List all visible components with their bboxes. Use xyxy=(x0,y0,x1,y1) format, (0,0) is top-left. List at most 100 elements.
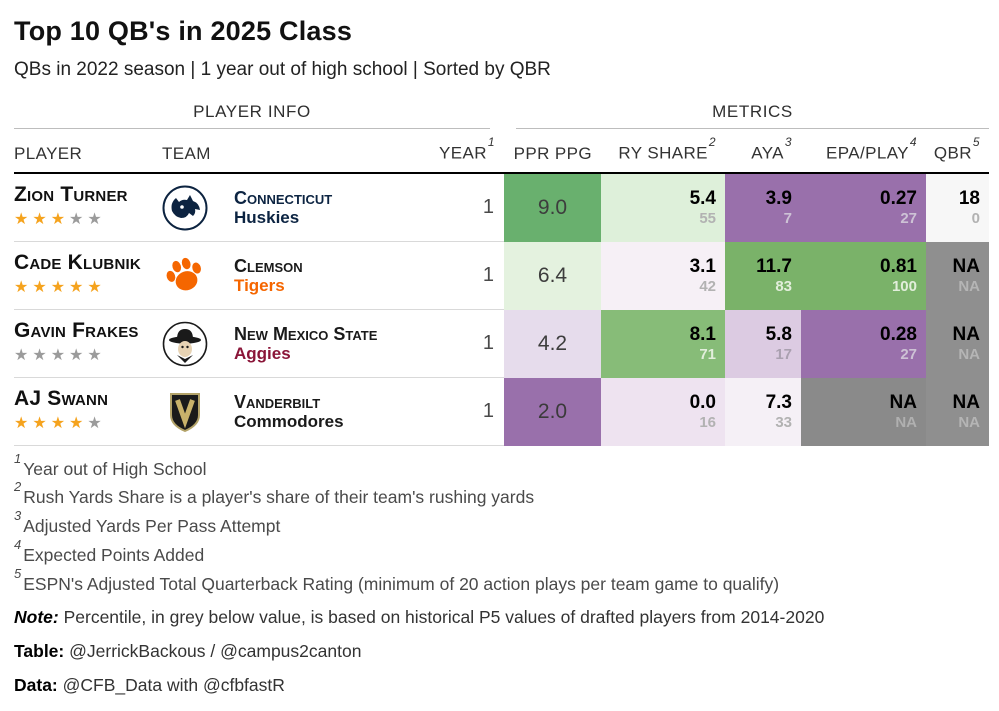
ppr-ppg-cell: 9.0 xyxy=(504,173,601,242)
team-cell: Clemson Tigers xyxy=(162,242,426,310)
qbr-footnote-marker: 5 xyxy=(972,135,980,149)
star-filled-icon: ★ xyxy=(14,414,29,432)
player-cell: Zion Turner ★ ★ ★ ★ ★ xyxy=(14,174,162,242)
year-cell: 1 xyxy=(482,196,494,219)
player-name: Gavin Frakes xyxy=(14,318,139,342)
table-credit: Table: @JerrickBackous / @campus2canton xyxy=(14,640,362,661)
column-header-epa-play: EPA/PLAY4 xyxy=(826,135,917,163)
team-name: Clemson xyxy=(234,255,303,276)
team-cell: New Mexico State Aggies xyxy=(162,310,426,378)
ry-share-cell: 0.0 16 xyxy=(601,377,725,446)
star-filled-icon: ★ xyxy=(69,414,84,432)
footnote-4: 4Expected Points Added xyxy=(14,537,205,565)
team-name: Vanderbilt xyxy=(234,391,321,412)
aya-percentile: 33 xyxy=(775,413,792,431)
player-name: AJ Swann xyxy=(14,386,109,410)
ppr-ppg-value: 2.0 xyxy=(537,399,568,423)
aya-value: 11.7 xyxy=(756,256,792,278)
star-filled-icon: ★ xyxy=(14,278,29,296)
column-header-year: YEAR1 xyxy=(439,135,495,163)
column-header-aya: AYA3 xyxy=(751,135,792,163)
aya-percentile: 83 xyxy=(775,277,792,295)
column-header-player: PLAYER xyxy=(14,143,83,163)
star-empty-icon: ★ xyxy=(69,346,84,364)
qbr-cell: NA NA xyxy=(926,377,989,446)
star-rating: ★ ★ ★ ★ ★ xyxy=(14,345,162,365)
uconn-huskies-logo-icon xyxy=(162,185,208,231)
star-empty-icon: ★ xyxy=(50,346,66,364)
epa-play-percentile: NA xyxy=(895,413,917,431)
data-credit: Data: @CFB_Data with @cfbfastR xyxy=(14,674,285,695)
footnotes-section: 1Year out of High School 2Rush Yards Sha… xyxy=(14,451,985,696)
table-row: Cade Klubnik ★ ★ ★ ★ ★ Clemson Tigers xyxy=(14,241,989,310)
aya-value: 5.8 xyxy=(765,324,792,346)
ry-share-value: 0.0 xyxy=(689,392,716,414)
column-header-qbr: QBR5 xyxy=(933,135,980,163)
year-cell: 1 xyxy=(482,332,494,355)
aya-value: 3.9 xyxy=(765,188,792,210)
star-filled-icon: ★ xyxy=(32,414,47,432)
percentile-note: Note: Percentile, in grey below value, i… xyxy=(14,606,825,627)
epa-play-percentile: 100 xyxy=(891,277,917,295)
star-filled-icon: ★ xyxy=(69,278,84,296)
epa-footnote-marker: 4 xyxy=(909,135,917,149)
star-rating: ★ ★ ★ ★ ★ xyxy=(14,413,162,433)
note-label: Note: xyxy=(14,606,59,627)
epa-play-cell: 0.81 100 xyxy=(801,241,926,310)
aya-value: 7.3 xyxy=(765,392,792,414)
clemson-tigers-paw-logo-icon xyxy=(162,253,208,299)
ry-share-percentile: 42 xyxy=(699,277,716,295)
player-name: Cade Klubnik xyxy=(14,250,141,274)
star-filled-icon: ★ xyxy=(14,210,29,228)
ry-share-value: 5.4 xyxy=(689,188,716,210)
ry-share-percentile: 16 xyxy=(699,413,716,431)
footnote-3: 3Adjusted Yards Per Pass Attempt xyxy=(14,508,281,537)
star-filled-icon: ★ xyxy=(50,278,66,296)
column-header-ry-share: RY SHARE2 xyxy=(618,135,716,163)
year-footnote-marker: 1 xyxy=(487,135,495,149)
spanner-player-info: PLAYER INFO xyxy=(14,102,490,129)
player-cell: Gavin Frakes ★ ★ ★ ★ ★ xyxy=(14,310,162,378)
player-cell: AJ Swann ★ ★ ★ ★ ★ xyxy=(14,378,162,446)
epa-play-cell: NA NA xyxy=(801,377,926,446)
aya-percentile: 7 xyxy=(783,209,792,227)
qbr-cell: 18 0 xyxy=(926,173,989,242)
ry-share-cell: 3.1 42 xyxy=(601,241,725,310)
team-text: Clemson Tigers xyxy=(234,256,303,296)
ry-share-value: 3.1 xyxy=(689,256,716,278)
qbr-percentile: NA xyxy=(958,345,980,363)
qbr-value: NA xyxy=(952,324,980,346)
ry-share-value: 8.1 xyxy=(689,324,716,346)
team-text: Connecticut Huskies xyxy=(234,188,332,228)
ry-share-percentile: 55 xyxy=(699,209,716,227)
epa-play-cell: 0.27 27 xyxy=(801,173,926,242)
ppr-ppg-cell: 6.4 xyxy=(504,241,601,310)
aya-cell: 11.7 83 xyxy=(725,241,801,310)
table-row: Gavin Frakes ★ ★ ★ ★ ★ New Mexico State Aggi… xyxy=(14,309,989,378)
epa-play-value: 0.28 xyxy=(880,324,917,346)
ry-share-cell: 5.4 55 xyxy=(601,173,725,242)
team-text: New Mexico State Aggies xyxy=(234,324,377,364)
player-cell: Cade Klubnik ★ ★ ★ ★ ★ xyxy=(14,242,162,310)
team-text: Vanderbilt Commodores xyxy=(234,392,344,432)
ppr-ppg-value: 4.2 xyxy=(537,331,568,355)
team-mascot: Tigers xyxy=(234,276,285,296)
team-mascot: Aggies xyxy=(234,344,291,364)
footnote-2: 2Rush Yards Share is a player's share of… xyxy=(14,479,535,508)
year-cell: 1 xyxy=(482,264,494,287)
qbr-percentile: 0 xyxy=(971,209,980,227)
page-title: Top 10 QB's in 2025 Class xyxy=(14,16,353,46)
team-name: New Mexico State xyxy=(234,323,378,344)
year-cell: 1 xyxy=(482,400,494,423)
table-row: AJ Swann ★ ★ ★ ★ ★ Vanderbilt Commodores 1 2… xyxy=(14,377,989,446)
qbr-cell: NA NA xyxy=(926,309,989,378)
star-empty-icon: ★ xyxy=(87,414,102,432)
footnote-5: 5ESPN's Adjusted Total Quarterback Ratin… xyxy=(14,565,780,594)
data-credit-label: Data: xyxy=(14,674,58,695)
aya-percentile: 17 xyxy=(775,345,792,363)
star-filled-icon: ★ xyxy=(32,278,47,296)
epa-play-cell: 0.28 27 xyxy=(801,309,926,378)
qbr-percentile: NA xyxy=(958,277,980,295)
vanderbilt-commodores-logo-icon xyxy=(162,389,208,435)
team-cell: Vanderbilt Commodores xyxy=(162,378,426,446)
